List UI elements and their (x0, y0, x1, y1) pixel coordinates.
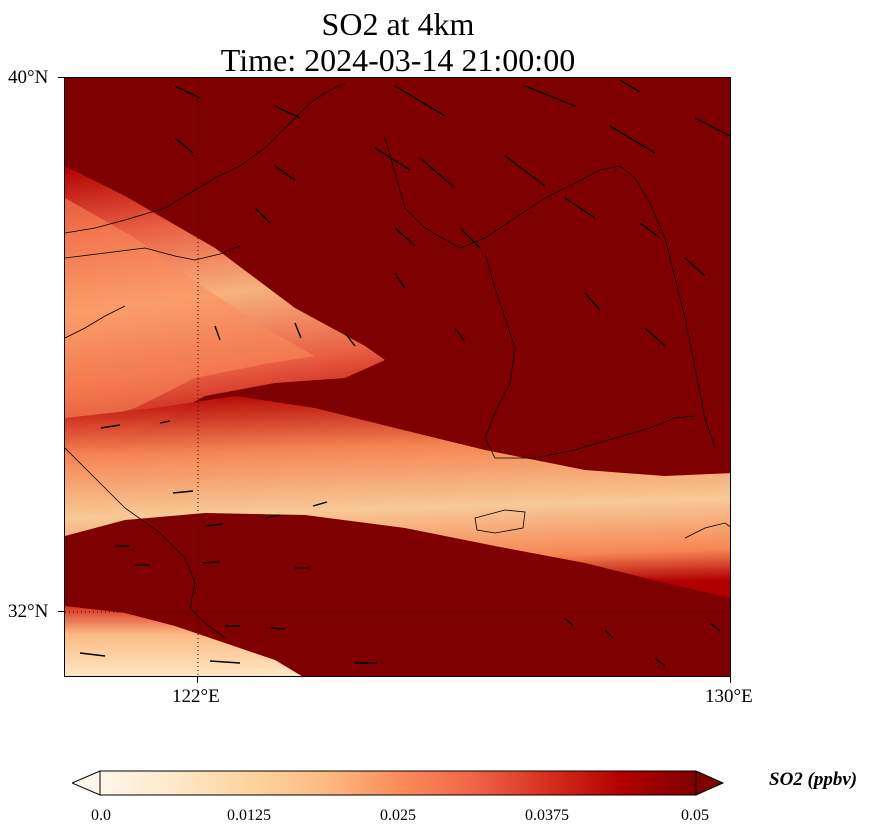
x-tick-130e (730, 677, 731, 683)
x-tick-label-130e: 130°E (705, 686, 753, 707)
colorbar-tick-4: 0.05 (681, 807, 709, 824)
colorbar (72, 770, 724, 796)
map-title: SO2 at 4km (321, 6, 475, 42)
map-subtitle-time: Time: 2024-03-14 21:00:00 (220, 42, 576, 78)
y-tick-40n (58, 77, 64, 78)
colorbar-tick-0: 0.0 (91, 807, 111, 824)
x-tick-122e (197, 677, 198, 683)
map-panel (64, 77, 731, 677)
colorbar-tick-2: 0.025 (380, 807, 416, 824)
colorbar-extend-max (695, 770, 724, 796)
so2-plume-main-band (65, 396, 730, 598)
colorbar-gradient (99, 770, 697, 796)
coastlines (65, 82, 730, 639)
colorbar-label: SO2 (ppbv) (769, 769, 858, 790)
y-tick-label-32n: 32°N (8, 601, 49, 622)
colorbar-tick-1: 0.0125 (227, 807, 271, 824)
y-tick-32n (58, 611, 64, 612)
so2-plume-northwest-core (65, 198, 315, 428)
so2-field-map (65, 78, 730, 676)
wind-vectors (79, 79, 730, 667)
colorbar-tick-3: 0.0375 (525, 807, 569, 824)
y-tick-label-40n: 40°N (8, 67, 49, 88)
so2-plume-southwest (65, 606, 302, 676)
colorbar-extend-min (72, 770, 101, 796)
x-tick-label-122e: 122°E (172, 686, 220, 707)
